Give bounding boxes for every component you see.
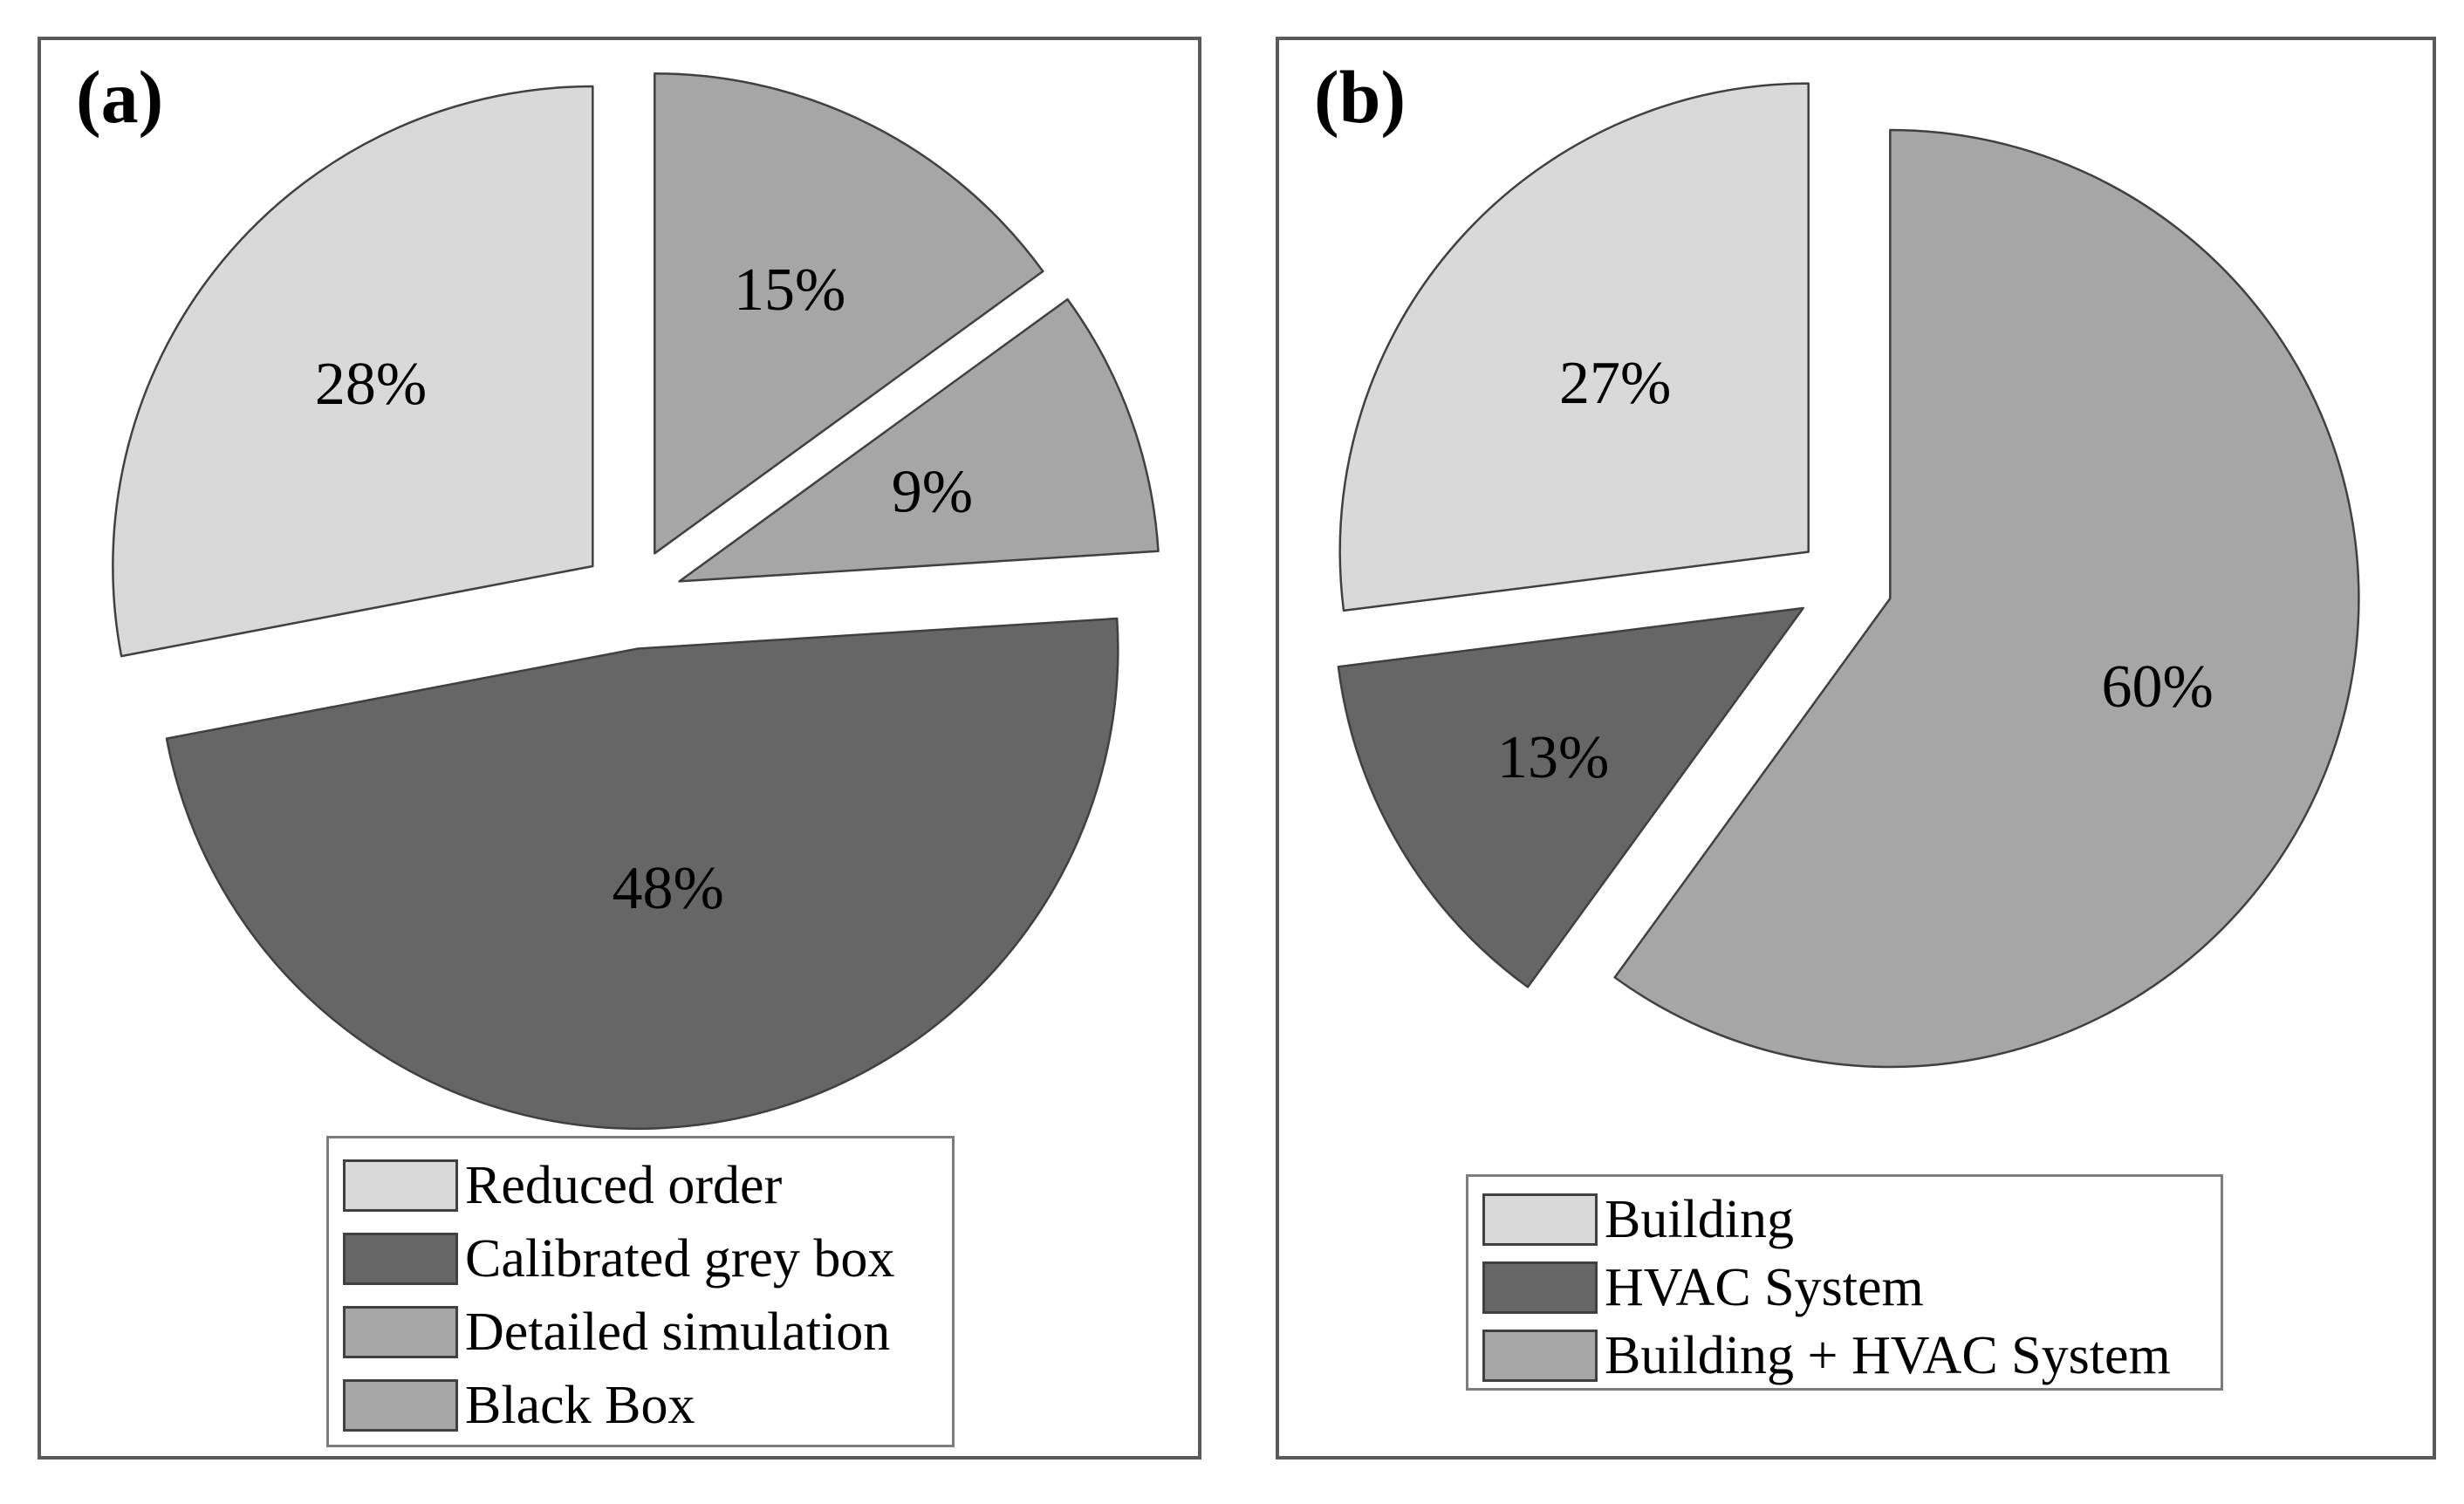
pie-chart-b: 60% 13% 27%: [1337, 82, 2360, 1069]
slice-percent-label: 48%: [613, 855, 724, 922]
legend-swatch: [343, 1233, 458, 1285]
pie-slice-calibrated-grey-box: [165, 617, 1119, 1131]
legend-swatch: [343, 1306, 458, 1358]
legend-label: Detailed simulation: [465, 1302, 891, 1362]
pie-chart-a: 15% 9% 48% 28%: [112, 72, 1160, 1131]
legend-swatch: [343, 1159, 458, 1212]
legend-swatch: [1482, 1330, 1598, 1382]
pie-slice-building: [1338, 82, 1810, 612]
panel-b: 60% 13% 27% (b) Building HVAC System Build…: [1276, 37, 2436, 1460]
slice-percent-label: 27%: [1559, 350, 1671, 417]
legend-label: Reduced order: [465, 1156, 783, 1215]
legend-label: Building + HVAC System: [1605, 1326, 2171, 1385]
pie-slice-detailed-simulation: [654, 72, 1044, 555]
legend-row: HVAC System: [1468, 1254, 2221, 1322]
legend-swatch: [1482, 1193, 1598, 1246]
legend-label: Calibrated grey box: [465, 1229, 895, 1289]
legend-row: Reduced order: [329, 1149, 952, 1222]
panel-b-label: (b): [1314, 55, 1407, 139]
legend-swatch: [1482, 1261, 1598, 1314]
legend-label: HVAC System: [1605, 1258, 1924, 1317]
legend-row: Black Box: [329, 1369, 952, 1442]
legend-swatch: [343, 1379, 458, 1432]
slice-percent-label: 15%: [734, 256, 845, 324]
slice-percent-label: 28%: [315, 351, 427, 418]
legend-row: Building: [1468, 1186, 2221, 1254]
legend-label: Black Box: [465, 1376, 695, 1435]
legend-b: Building HVAC System Building + HVAC Sys…: [1466, 1174, 2223, 1391]
pie-slice-building-hvac-system: [1613, 128, 2360, 1069]
slice-percent-label: 13%: [1497, 724, 1609, 791]
legend-row: Detailed simulation: [329, 1295, 952, 1369]
slice-percent-label: 9%: [892, 459, 973, 526]
pie-slice-black-box: [678, 297, 1160, 583]
slice-percent-label: 60%: [2102, 653, 2214, 721]
legend-a: Reduced order Calibrated grey box Detail…: [326, 1136, 955, 1447]
legend-row: Building + HVAC System: [1468, 1322, 2221, 1390]
panel-a-label: (a): [76, 55, 164, 139]
pie-slice-reduced-order: [112, 85, 594, 658]
legend-row: Calibrated grey box: [329, 1222, 952, 1295]
legend-label: Building: [1605, 1190, 1795, 1249]
panel-a: 15% 9% 48% 28% (a) Reduced order Calibrated…: [38, 37, 1201, 1460]
pie-slice-hvac-system: [1337, 606, 1804, 988]
